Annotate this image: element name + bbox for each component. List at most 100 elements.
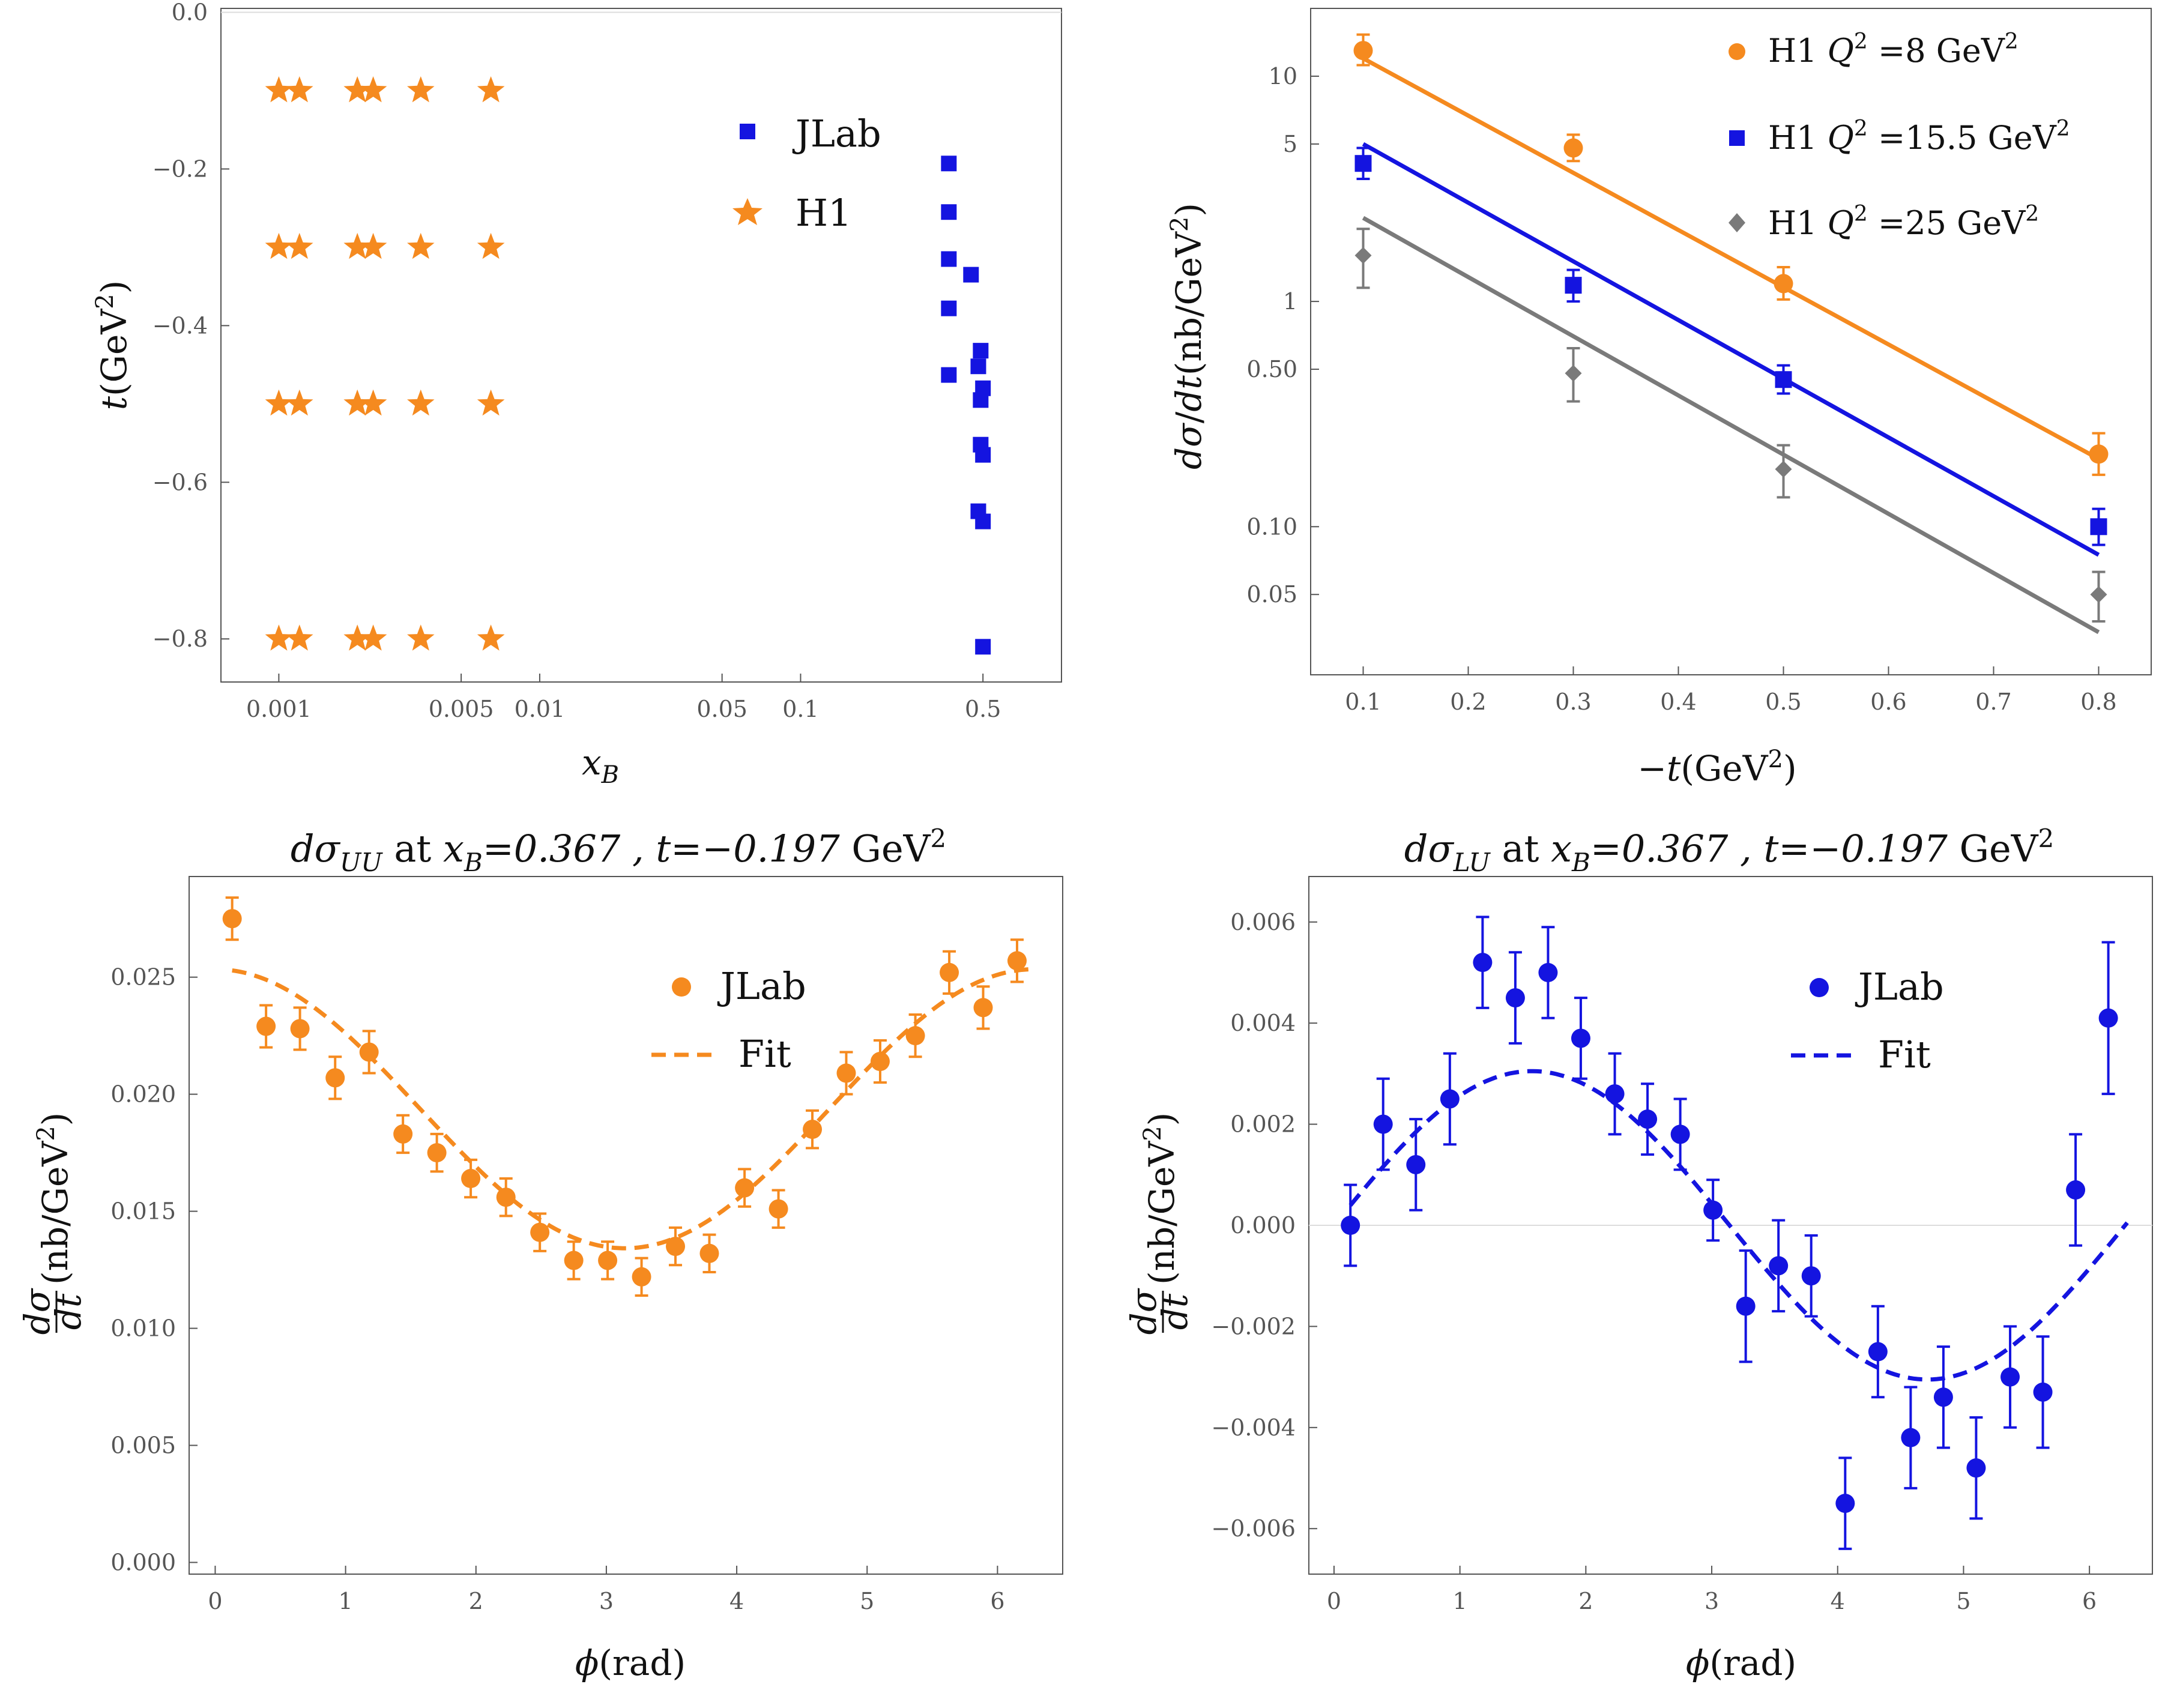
data-point	[1933, 1387, 1953, 1407]
legend: JLab Fit	[1791, 965, 1944, 1076]
data-point	[1670, 1124, 1690, 1144]
y-tick-label: 0.006	[1230, 909, 1296, 935]
legend-label-part: =8 GeV	[1868, 32, 2005, 70]
data-point	[836, 1063, 856, 1083]
data-point	[427, 1143, 447, 1163]
panel-cross-section-vs-t: 0.1 0.2 0.3 0.4 0.5 0.6 0.7 0.8 0.05 0.10 0.50 1 5 1…	[1166, 8, 2152, 789]
data-point	[461, 1169, 481, 1189]
legend-label-fit: Fit	[1878, 1033, 1931, 1076]
axis-fraction-denominator: dt	[1155, 1293, 1195, 1330]
data-point	[477, 624, 505, 651]
legend-label-part: =15.5 GeV	[1868, 119, 2057, 157]
legend-label-part: H1	[1768, 119, 1828, 157]
data-point	[343, 624, 371, 651]
fit-curve	[1348, 1069, 2129, 1382]
y-tick-label: 0.005	[110, 1432, 176, 1459]
data-point	[1703, 1200, 1723, 1220]
data-marks	[1341, 916, 2129, 1550]
title-part: x	[443, 827, 464, 871]
x-tick-label: 0.1	[1345, 689, 1381, 715]
x-axis-title: ϕ(rad)	[575, 1643, 686, 1683]
legend-label-part: H1	[1768, 32, 1828, 70]
x-tick-label: 0.001	[246, 696, 312, 722]
legend-label-q2-25: H1 Q2 =25 GeV2	[1768, 202, 2039, 242]
y-tick-label: 0.020	[110, 1081, 176, 1108]
panel-title: dσUU at xB=0.367 , t=−0.197 GeV2	[291, 824, 946, 877]
panel-xb-vs-t: 0.001 0.005 0.01 0.05 0.1 0.5 0.0 −0.2 −0.4 −0.6…	[91, 0, 1062, 789]
legend-label-part: 2	[2005, 29, 2019, 54]
x-tick-label: 1	[339, 1588, 353, 1614]
data-point	[905, 1026, 925, 1046]
y-axis-ticks: 0.05 0.10 0.50 1 5 10	[1246, 63, 1319, 608]
legend-marker-jlab	[740, 124, 755, 139]
x-tick-label: 0.01	[515, 696, 566, 722]
x-tick-label: 3	[1705, 1588, 1719, 1614]
data-point	[256, 1016, 276, 1036]
x-tick-label: 4	[1831, 1588, 1845, 1614]
title-part: 2	[930, 824, 946, 853]
data-point	[1563, 138, 1583, 158]
data-point	[496, 1187, 516, 1207]
data-point	[477, 389, 505, 416]
data-point	[940, 962, 959, 982]
data-point	[768, 1199, 788, 1219]
y-tick-label: 0.000	[110, 1550, 176, 1576]
data-point	[407, 232, 435, 259]
data-point	[343, 232, 371, 259]
plot-frame	[189, 876, 1063, 1575]
plot-frame	[220, 8, 1062, 683]
data-point	[286, 389, 313, 416]
y-tick-label: −0.002	[1211, 1313, 1296, 1339]
legend-label-part: Q	[1828, 119, 1854, 157]
y-tick-label: 1	[1283, 288, 1297, 315]
title-part: UU	[340, 848, 383, 877]
data-point	[1354, 155, 1372, 172]
data-point	[265, 232, 293, 259]
data-point	[803, 1120, 823, 1139]
legend-label-q2-15-5: H1 Q2 =15.5 GeV2	[1768, 116, 2070, 157]
panel-title: dσLU at xB=0.367 , t=−0.197 GeV2	[1404, 824, 2054, 877]
x-axis-ticks: 0.001 0.005 0.01 0.05 0.1 0.5	[246, 674, 1001, 722]
data-point	[1007, 951, 1027, 971]
data-point	[359, 389, 387, 416]
x-tick-label: 0.2	[1450, 689, 1486, 715]
data-point	[941, 155, 957, 172]
legend-label-part: 2	[2025, 202, 2039, 226]
data-point	[359, 1042, 379, 1062]
x-tick-label: 0.4	[1660, 689, 1696, 715]
data-point	[407, 389, 435, 416]
y-tick-label: −0.004	[1211, 1414, 1296, 1441]
data-point	[477, 232, 505, 259]
data-point	[265, 76, 293, 103]
data-point	[290, 1019, 310, 1039]
data-point	[2000, 1367, 2020, 1387]
y-tick-label: 5	[1283, 131, 1297, 157]
title-part: B	[1571, 848, 1590, 877]
axis-fraction-denominator: dt	[48, 1293, 89, 1330]
x-tick-label: 0.8	[2080, 689, 2116, 715]
data-point	[632, 1267, 651, 1287]
data-point	[1605, 1084, 1625, 1104]
data-point	[325, 1068, 345, 1088]
x-axis-ticks: 0.1 0.2 0.3 0.4 0.5 0.6 0.7 0.8	[1345, 666, 2117, 715]
data-point	[1901, 1428, 1921, 1447]
y-tick-label: 0.025	[110, 964, 176, 991]
axis-fraction-numerator: dσ	[1123, 1288, 1164, 1335]
x-tick-label: 0.7	[1975, 689, 2011, 715]
x-tick-label: 0.005	[429, 696, 494, 722]
legend-label-jlab: JLab	[792, 112, 881, 155]
data-point	[2066, 1180, 2086, 1200]
fit-line	[1362, 56, 2100, 461]
y-tick-label: −0.8	[152, 626, 208, 652]
data-point	[699, 1243, 719, 1263]
y-tick-label: 0.002	[1230, 1111, 1296, 1138]
x-tick-label: 0	[1327, 1588, 1341, 1614]
data-point	[564, 1251, 584, 1270]
data-point	[1565, 364, 1582, 382]
data-point	[222, 909, 242, 929]
data-point	[477, 76, 505, 103]
data-point	[1538, 962, 1558, 982]
data-point	[359, 624, 387, 651]
